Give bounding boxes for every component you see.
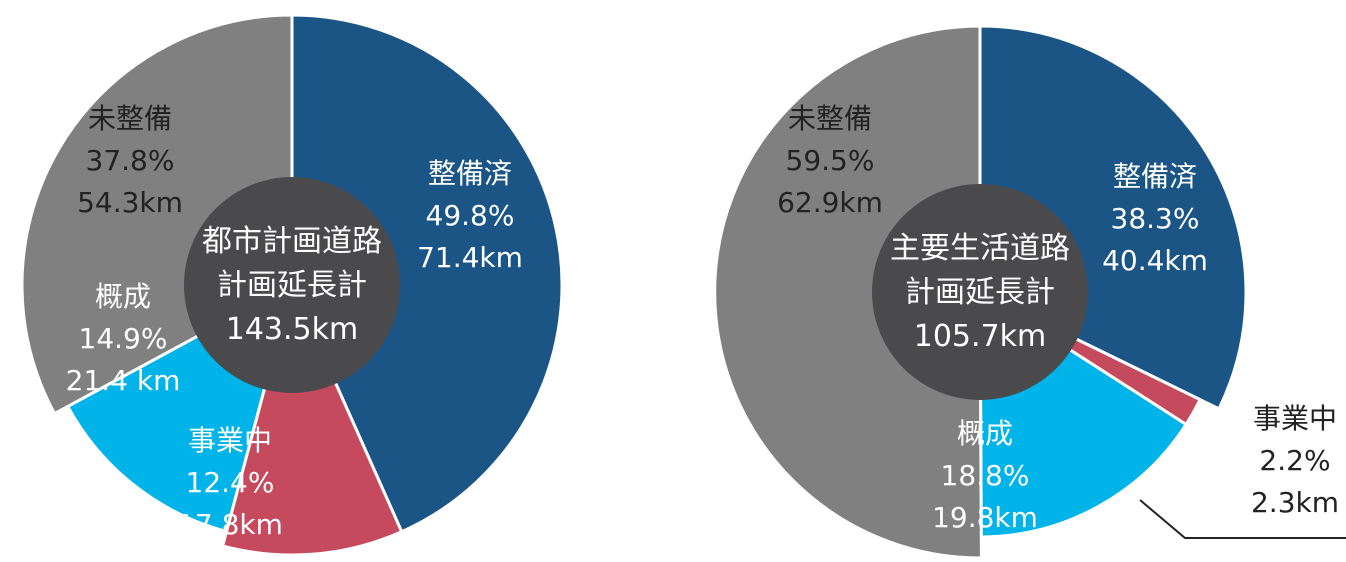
leader-line-1 — [1139, 499, 1346, 539]
slice-label-0-3-1: 37.8% — [86, 144, 175, 177]
slice-label-1-3-2: 62.9km — [777, 186, 883, 219]
center-text-1-2: 105.7km — [914, 319, 1046, 354]
slice-label-1-1-1: 2.2% — [1259, 444, 1330, 477]
slice-label-0-2-2: 21.4 km — [66, 364, 181, 397]
slice-label-0-2-1: 14.9% — [79, 322, 168, 355]
center-text-0-0: 都市計画道路 — [202, 224, 382, 259]
slice-label-0-1-0: 事業中 — [188, 424, 272, 457]
slice-label-0-0-1: 49.8% — [426, 199, 515, 232]
slice-label-1-0-0: 整備済 — [1113, 160, 1197, 193]
slice-label-0-1-2: 17.8km — [177, 508, 283, 541]
pie-slice-0-0 — [290, 13, 564, 534]
slice-label-1-3-1: 59.5% — [786, 144, 875, 177]
slice-label-1-3-0: 未整備 — [788, 102, 872, 135]
center-hub-1 — [872, 184, 1088, 400]
slice-label-1-0-1: 38.3% — [1111, 202, 1200, 235]
center-text-0-2: 143.5km — [226, 312, 358, 347]
slice-label-1-2-0: 概成 — [957, 417, 1013, 450]
slice-label-1-0-2: 40.4km — [1102, 244, 1208, 277]
slice-label-1-1-0: 事業中 — [1253, 402, 1337, 435]
center-hub-0 — [184, 177, 400, 393]
pie-slice-1-3 — [713, 24, 983, 560]
center-text-1-1: 計画延長計 — [905, 275, 1055, 310]
slice-label-0-1-1: 12.4% — [186, 466, 275, 499]
slice-label-1-1-2: 2.3km — [1251, 486, 1339, 519]
center-text-0-1: 計画延長計 — [217, 268, 367, 303]
center-text-1-0: 主要生活道路 — [890, 231, 1070, 266]
slice-label-1-2-2: 19.8km — [932, 501, 1038, 534]
slice-label-0-2-0: 概成 — [95, 280, 151, 313]
slice-label-0-3-2: 54.3km — [77, 186, 183, 219]
slice-label-1-2-1: 18.8% — [941, 459, 1030, 492]
slice-label-0-0-2: 71.4km — [417, 241, 523, 274]
slice-label-0-0-0: 整備済 — [428, 157, 512, 190]
pie-slice-0-1 — [220, 280, 404, 557]
slice-label-0-3-0: 未整備 — [88, 102, 172, 135]
